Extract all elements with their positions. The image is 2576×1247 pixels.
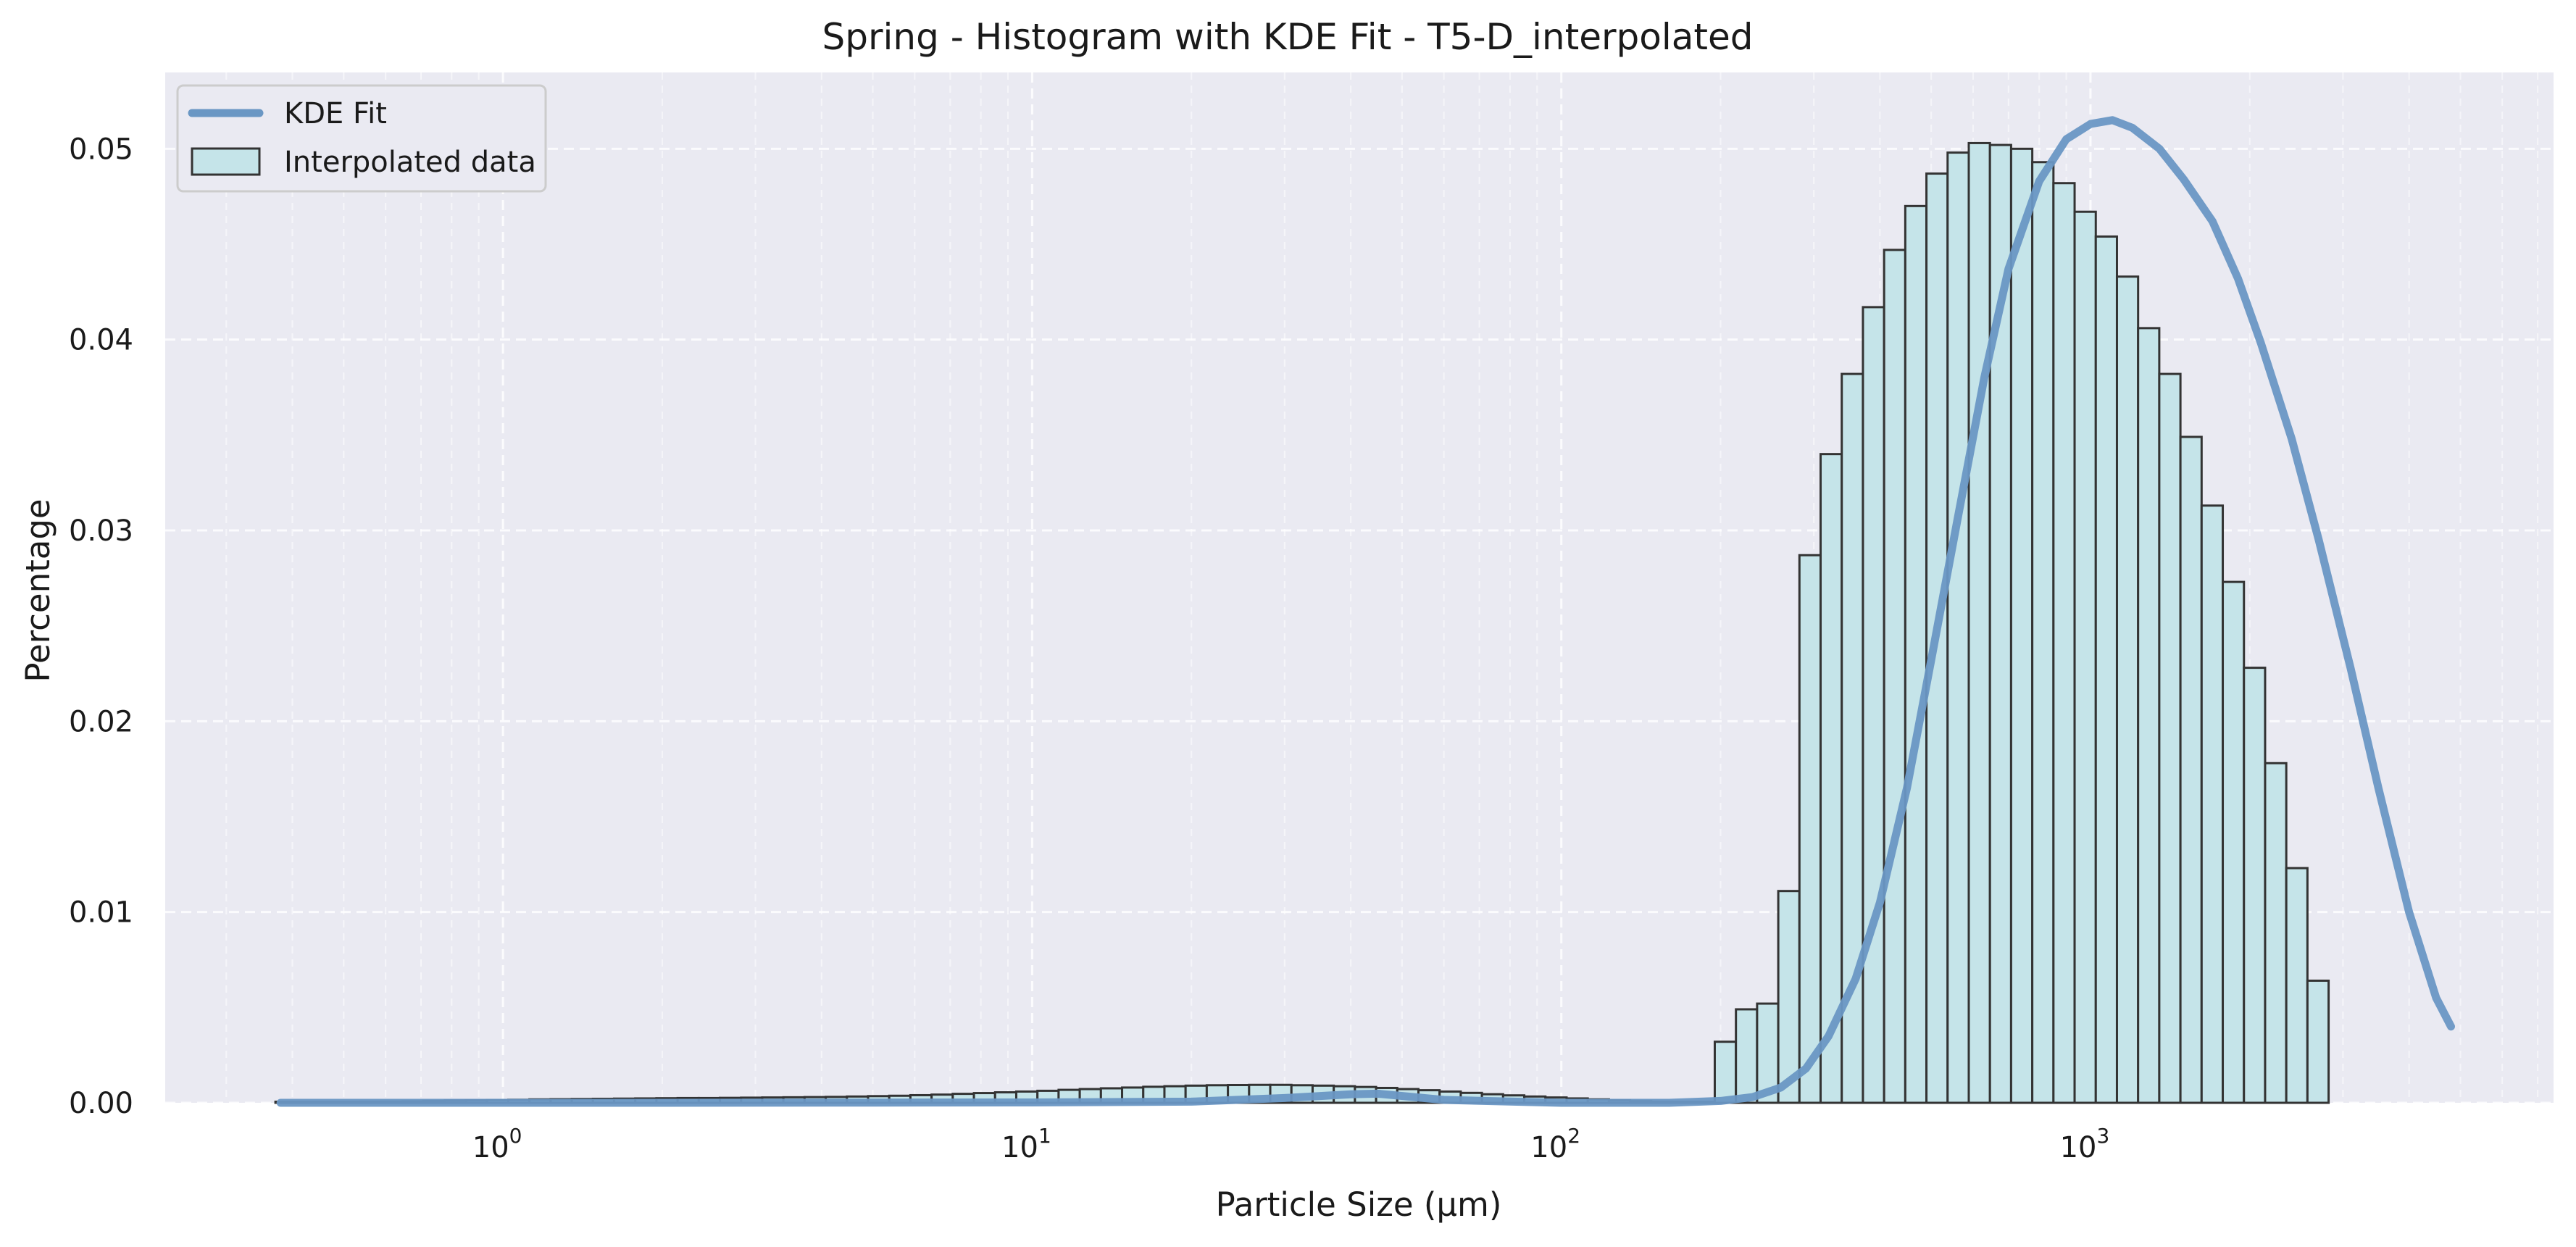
histogram-bar — [2009, 147, 2034, 1104]
x-tick-base: 10 — [1530, 1131, 1567, 1164]
kde-fit-line — [276, 116, 2455, 1107]
histogram-bar — [1735, 1008, 1759, 1104]
y-tick-label: 0.00 — [69, 1087, 133, 1120]
histogram-bar — [2179, 435, 2203, 1104]
x-tick-base: 10 — [1001, 1131, 1038, 1164]
x-tick-exponent: 0 — [509, 1124, 522, 1148]
x-axis-ticks: 100 101 102 103 — [472, 1124, 2110, 1164]
y-axis-ticks: 0.00 0.01 0.02 0.03 0.04 0.05 — [69, 133, 133, 1120]
x-tick-label: 100 — [472, 1124, 522, 1164]
histogram-bar — [2115, 275, 2140, 1104]
x-tick-exponent: 3 — [2096, 1124, 2109, 1148]
x-tick-base: 10 — [472, 1131, 509, 1164]
histogram-bar — [1946, 151, 1970, 1104]
histogram-bar — [2243, 667, 2267, 1104]
histogram-bar — [2073, 210, 2097, 1104]
chart-title: Spring - Histogram with KDE Fit - T5-D_i… — [822, 16, 1753, 58]
histogram-bar — [1777, 890, 1801, 1104]
legend-box — [176, 84, 547, 193]
legend: KDE Fit Interpolated data — [176, 84, 547, 193]
histogram-bar — [2052, 182, 2076, 1104]
histogram-bar — [2264, 762, 2288, 1104]
histogram-bar — [1883, 249, 1906, 1104]
x-tick-label: 103 — [2060, 1124, 2110, 1164]
legend-histogram-label: Interpolated data — [284, 146, 536, 179]
histogram-bar — [2031, 161, 2055, 1104]
histogram-bar — [1820, 453, 1843, 1104]
histogram-bar — [2158, 372, 2182, 1104]
histogram-bar — [2222, 580, 2246, 1104]
y-tick-label: 0.03 — [69, 514, 133, 548]
histogram-bar — [1862, 306, 1885, 1104]
x-tick-label: 102 — [1530, 1124, 1580, 1164]
legend-kde-label: KDE Fit — [284, 97, 387, 130]
histogram-bar — [2200, 504, 2225, 1104]
y-tick-label: 0.01 — [69, 896, 133, 930]
x-tick-base: 10 — [2060, 1131, 2097, 1164]
y-axis-label: Percentage — [19, 499, 57, 682]
y-tick-label: 0.04 — [69, 324, 133, 357]
histogram-bar — [1798, 554, 1822, 1104]
x-axis-label: Particle Size (μm) — [1216, 1185, 1502, 1224]
y-tick-label: 0.05 — [69, 133, 133, 166]
histogram-bar — [1713, 1040, 1738, 1104]
x-tick-exponent: 1 — [1038, 1124, 1051, 1148]
histogram-bar — [1967, 141, 1991, 1104]
histogram-bar — [2094, 235, 2118, 1104]
histogram-bar — [2285, 867, 2309, 1104]
histogram-bar — [2306, 979, 2330, 1104]
legend-histogram-swatch — [191, 147, 261, 176]
histogram-bar — [1904, 204, 1928, 1104]
x-tick-exponent: 2 — [1567, 1124, 1580, 1148]
y-tick-label: 0.02 — [69, 705, 133, 738]
histogram-bar — [2137, 327, 2161, 1104]
x-tick-label: 101 — [1001, 1124, 1051, 1164]
